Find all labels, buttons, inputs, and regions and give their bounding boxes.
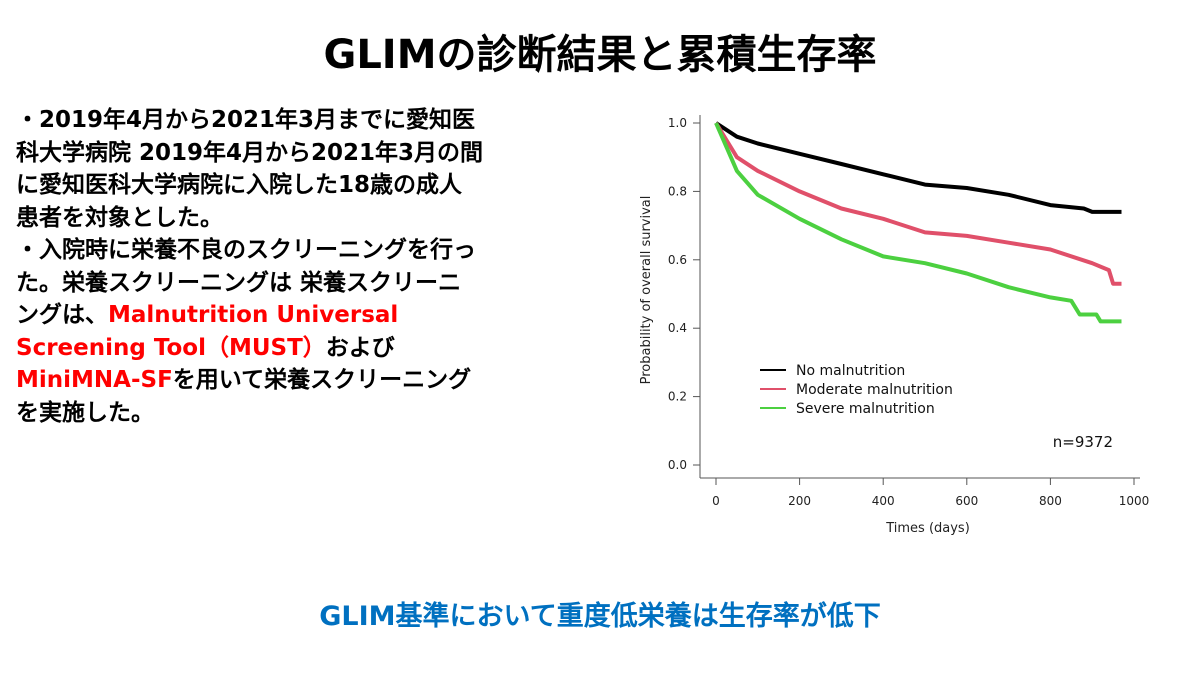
body-line: た。栄養スクリーニングは 栄養スクリーニ	[16, 267, 636, 300]
highlight-text: MiniMNA-SF	[16, 367, 173, 393]
body-text-segment: た。栄養スクリーニングは 栄養スクリーニ	[16, 269, 462, 296]
body-text-segment: を用いて栄養スクリーニング	[172, 367, 472, 393]
body-text-segment: ングは、	[16, 302, 108, 328]
body-text-segment: を実施した。	[16, 399, 154, 426]
y-tick-label: 0.6	[668, 253, 687, 267]
chart-series	[714, 121, 1122, 324]
body-line: に愛知医科大学病院に入院した18歳の成人	[16, 169, 636, 202]
body-line: ・入院時に栄養不良のスクリーニングを行っ	[16, 234, 636, 267]
body-text-segment: 科大学病院 2019年4月から2021年3月の間	[16, 139, 484, 166]
y-tick-label: 0.2	[668, 390, 687, 404]
legend-label: No malnutrition	[796, 363, 905, 379]
x-tick-label: 800	[1039, 494, 1062, 508]
body-text: ・2019年4月から2021年3月までに愛知医 科大学病院 2019年4月から20…	[16, 104, 636, 429]
x-tick-label: 600	[955, 494, 978, 508]
y-tick-label: 0.4	[668, 321, 687, 335]
body-text-segment: ・2019年4月から2021年3月までに愛知医	[16, 107, 476, 133]
body-line: MiniMNA-SFを用いて栄養スクリーニング	[16, 364, 636, 397]
body-line: 科大学病院 2019年4月から2021年3月の間	[16, 137, 636, 170]
series-line-0	[714, 121, 1122, 214]
series-line-1	[714, 121, 1122, 286]
body-text-segment: に愛知医科大学病院に入院した18歳の成人	[16, 172, 463, 198]
x-tick-label: 1000	[1119, 494, 1150, 508]
body-line: 患者を対象とした。	[16, 202, 636, 235]
body-text-segment: および	[325, 334, 395, 361]
highlight-text: Screening Tool（MUST）	[16, 334, 326, 361]
y-tick-label: 0.0	[668, 458, 687, 472]
body-line: ングは、Malnutrition Universal	[16, 299, 636, 332]
survival-chart: 0.0 0.2 0.4 0.6 0.8 1.0 0 200 400 600 800 1000 No m…	[639, 115, 1149, 536]
body-line: ・2019年4月から2021年3月までに愛知医	[16, 104, 636, 137]
body-text-segment: ・入院時に栄養不良のスクリーニングを行っ	[16, 237, 476, 263]
highlight-text: Malnutrition Universal	[108, 302, 399, 328]
legend-label: Moderate malnutrition	[796, 382, 953, 398]
x-tick-label: 0	[712, 494, 720, 508]
y-tick-label: 1.0	[668, 116, 687, 130]
x-tick-label: 200	[788, 494, 811, 508]
x-axis-label: Times (days)	[885, 521, 970, 536]
conclusion-text: GLIM基準において重度低栄養は生存率が低下	[319, 601, 881, 632]
y-tick-label: 0.8	[668, 184, 687, 198]
series-line-2	[714, 122, 1122, 324]
body-text-segment: 患者を対象とした。	[16, 204, 223, 231]
body-line: を実施した。	[16, 397, 636, 430]
slide-title: GLIMの診断結果と累積生存率	[323, 32, 877, 78]
y-axis-label: Probability of overall survival	[639, 196, 654, 385]
sample-size-annotation: n=9372	[1053, 433, 1113, 451]
chart-legend: No malnutrition Moderate malnutrition Seve…	[760, 363, 953, 417]
legend-label: Severe malnutrition	[796, 401, 935, 417]
body-line: Screening Tool（MUST）および	[16, 332, 636, 365]
chart-axes: 0.0 0.2 0.4 0.6 0.8 1.0 0 200 400 600 800 1000	[668, 115, 1149, 508]
x-tick-label: 400	[872, 494, 895, 508]
